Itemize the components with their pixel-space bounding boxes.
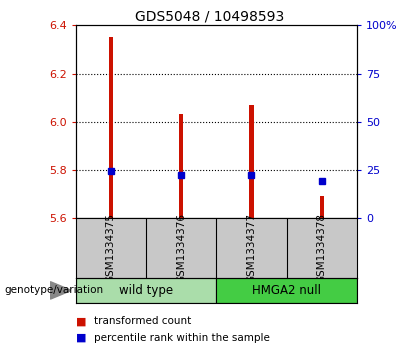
Bar xyxy=(76,278,216,303)
Text: transformed count: transformed count xyxy=(94,316,192,326)
Bar xyxy=(249,105,254,218)
Text: GSM1334377: GSM1334377 xyxy=(247,213,257,283)
Text: wild type: wild type xyxy=(119,284,173,297)
Text: ■: ■ xyxy=(76,316,86,326)
Bar xyxy=(320,196,324,218)
Text: GSM1334375: GSM1334375 xyxy=(106,213,116,283)
Bar xyxy=(216,278,357,303)
Bar xyxy=(109,37,113,218)
Bar xyxy=(179,114,183,218)
Polygon shape xyxy=(50,282,71,299)
Text: HMGA2 null: HMGA2 null xyxy=(252,284,321,297)
Text: genotype/variation: genotype/variation xyxy=(4,285,103,295)
Text: percentile rank within the sample: percentile rank within the sample xyxy=(94,333,270,343)
Text: GSM1334378: GSM1334378 xyxy=(317,213,327,283)
Text: ■: ■ xyxy=(76,333,86,343)
Text: GSM1334376: GSM1334376 xyxy=(176,213,186,283)
Text: GDS5048 / 10498593: GDS5048 / 10498593 xyxy=(135,9,285,23)
